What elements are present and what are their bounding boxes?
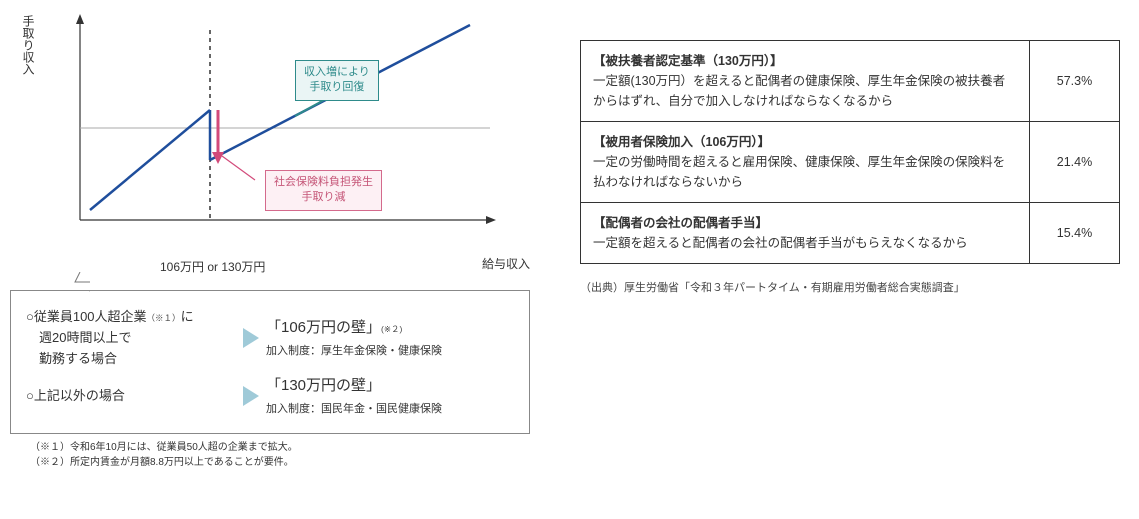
arrow-icon (236, 386, 266, 406)
anno-drop-l2: 手取り減 (302, 191, 346, 203)
table-row: 【被扶養者認定基準（130万円）】一定額(130万円）を超えると配偶者の健康保険… (581, 41, 1120, 122)
anno-recovery-l1: 収入増により (304, 66, 370, 78)
footnote-2: （※２）所定内賃金が月額8.8万円以上であることが要件。 (30, 455, 550, 470)
case2-result: 「130万円の壁」 加入制度：国民年金・国民健康保険 (266, 375, 442, 417)
case2-l1: ○上記以外の場合 (26, 388, 125, 403)
x-threshold-label: 106万円 or 130万円 (160, 258, 265, 275)
case2-sub: 加入制度：国民年金・国民健康保険 (266, 403, 442, 415)
reasons-table: 【被扶養者認定基準（130万円）】一定額(130万円）を超えると配偶者の健康保険… (580, 40, 1120, 264)
reason-cell: 【被用者保険加入（106万円）】一定の労働時間を超えると雇用保険、健康保険、厚生… (581, 122, 1030, 203)
bracket-connector (70, 272, 90, 292)
case2-text: ○上記以外の場合 (26, 386, 236, 407)
left-column: 手取り収入 (10, 10, 550, 470)
table-row: 【被用者保険加入（106万円）】一定の労働時間を超えると雇用保険、健康保険、厚生… (581, 122, 1120, 203)
case1-sub: 加入制度：厚生年金保険・健康保険 (266, 345, 442, 357)
arrow-icon (236, 328, 266, 348)
anno-recovery-l2: 手取り回復 (309, 81, 364, 93)
case1-title-note: (※２) (381, 324, 402, 334)
reason-header: 【被用者保険加入（106万円）】 (593, 132, 1017, 152)
annotation-recovery: 収入増により 手取り回復 (295, 60, 379, 101)
case1-l3: 勤務する場合 (26, 351, 117, 366)
percentage-cell: 21.4% (1030, 122, 1120, 203)
percentage-cell: 15.4% (1030, 203, 1120, 264)
reason-body: 一定額(130万円）を超えると配偶者の健康保険、厚生年金保険の被扶養者からはずれ… (593, 71, 1017, 111)
footnotes: （※１）令和6年10月には、従業員50人超の企業まで拡大。 （※２）所定内賃金が… (10, 440, 550, 470)
reason-header: 【配偶者の会社の配偶者手当】 (593, 213, 1017, 233)
case2-title: 「130万円の壁」 (266, 377, 381, 394)
anno-drop-l1: 社会保険料負担発生 (274, 176, 373, 188)
reason-cell: 【被扶養者認定基準（130万円）】一定額(130万円）を超えると配偶者の健康保険… (581, 41, 1030, 122)
chart-svg (40, 10, 510, 250)
reason-cell: 【配偶者の会社の配偶者手当】一定額を超えると配偶者の会社の配偶者手当がもらえなく… (581, 203, 1030, 264)
info-row-130: ○上記以外の場合 「130万円の壁」 加入制度：国民年金・国民健康保険 (26, 375, 514, 417)
reason-body: 一定の労働時間を超えると雇用保険、健康保険、厚生年金保険の保険料を払わなければな… (593, 152, 1017, 192)
case1-l2: 週20時間以上で (26, 330, 131, 345)
case1-result: 「106万円の壁」(※２) 加入制度：厚生年金保険・健康保険 (266, 317, 442, 359)
case1-text: ○従業員100人超企業（※１）に 週20時間以上で 勤務する場合 (26, 307, 236, 369)
x-axis-label: 給与収入 (482, 255, 530, 272)
source-citation: （出典）厚生労働省「令和３年パートタイム・有期雇用労働者総合実態調査」 (580, 279, 1120, 295)
case1-note: （※１） (147, 313, 181, 323)
wall-info-box: ○従業員100人超企業（※１）に 週20時間以上で 勤務する場合 「106万円の… (10, 290, 530, 434)
table-row: 【配偶者の会社の配偶者手当】一定額を超えると配偶者の会社の配偶者手当がもらえなく… (581, 203, 1120, 264)
info-row-106: ○従業員100人超企業（※１）に 週20時間以上で 勤務する場合 「106万円の… (26, 307, 514, 369)
annotation-drop: 社会保険料負担発生 手取り減 (265, 170, 382, 211)
income-wall-chart: 手取り収入 (40, 10, 540, 280)
reason-header: 【被扶養者認定基準（130万円）】 (593, 51, 1017, 71)
page-root: 手取り収入 (10, 10, 1129, 470)
case1-l1-suffix: に (181, 309, 194, 324)
y-axis-label: 手取り収入 (20, 15, 37, 75)
reason-body: 一定額を超えると配偶者の会社の配偶者手当がもらえなくなるから (593, 233, 1017, 253)
case1-title: 「106万円の壁」 (266, 319, 381, 336)
case1-l1: ○従業員100人超企業 (26, 309, 147, 324)
right-column: 【被扶養者認定基準（130万円）】一定額(130万円）を超えると配偶者の健康保険… (580, 10, 1120, 470)
percentage-cell: 57.3% (1030, 41, 1120, 122)
footnote-1: （※１）令和6年10月には、従業員50人超の企業まで拡大。 (30, 440, 550, 455)
